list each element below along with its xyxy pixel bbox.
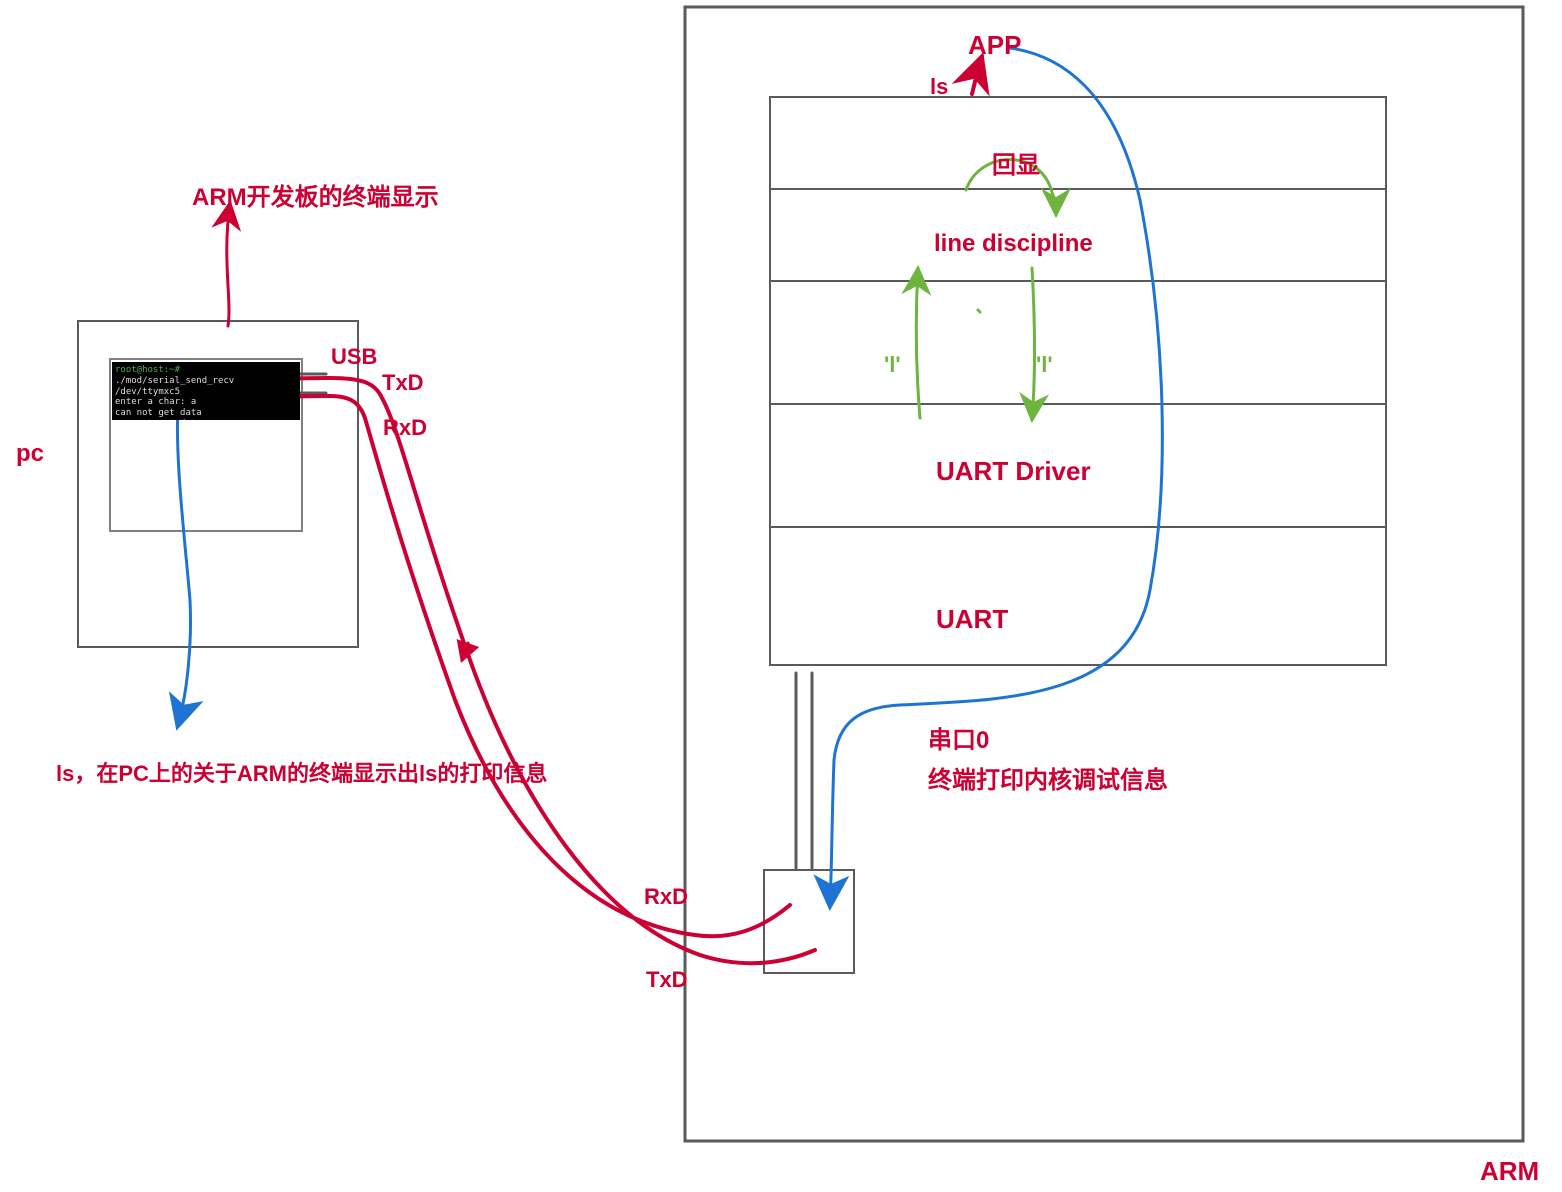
label-txd2: TxD <box>646 967 688 993</box>
path-title_arrow <box>227 203 230 326</box>
label-debug: 终端打印内核调试信息 <box>928 760 1168 795</box>
path-ls_arrow <box>972 56 982 94</box>
terminal-window: root@host:~# ./mod/serial_send_recv /dev… <box>112 362 300 420</box>
terminal-line: root@host:~# ./mod/serial_send_recv /dev… <box>115 365 297 397</box>
label-uart_driver: UART Driver <box>936 456 1091 487</box>
label-pc: pc <box>16 440 44 468</box>
arm-box <box>685 7 1523 1141</box>
stack-row <box>770 281 1386 404</box>
path-rxd_arrow_mark <box>462 643 468 660</box>
path-blue_pc <box>177 407 190 725</box>
terminal-line: can not get data <box>115 408 297 419</box>
label-usb: USB <box>331 344 377 370</box>
label-huixian: 回显 <box>992 145 1040 180</box>
path-green_down <box>1032 268 1035 420</box>
stack <box>770 97 1386 665</box>
terminal-line: can not get data <box>115 419 297 420</box>
arm-connector <box>764 870 854 973</box>
path-green_up <box>916 268 920 418</box>
terminal-line: enter a char: a <box>115 397 297 408</box>
path-rxd_line <box>162 396 790 936</box>
label-l_right: 'l' <box>1036 352 1053 378</box>
path-txd_line <box>162 378 815 963</box>
label-linedisc: line discipline <box>934 230 1093 258</box>
label-l_left: 'l' <box>884 352 901 378</box>
stack-row <box>770 527 1386 665</box>
label-rxd2: RxD <box>644 884 688 910</box>
label-arm: ARM <box>1480 1156 1539 1187</box>
label-uart: UART <box>936 604 1008 635</box>
path-green_dot <box>978 310 980 312</box>
label-app: APP <box>968 30 1021 61</box>
stack-row <box>770 97 1386 189</box>
label-txd1: TxD <box>382 370 424 396</box>
label-serial0: 串口0 <box>928 720 989 755</box>
label-ls: ls <box>930 74 948 100</box>
label-bottom_note: ls，在PC上的关于ARM的终端显示出ls的打印信息 <box>56 756 547 788</box>
label-title: ARM开发板的终端显示 <box>192 177 439 212</box>
label-rxd1: RxD <box>383 415 427 441</box>
